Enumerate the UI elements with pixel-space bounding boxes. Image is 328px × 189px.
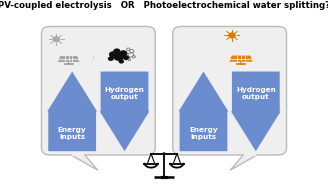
Polygon shape bbox=[179, 71, 228, 151]
Circle shape bbox=[163, 153, 165, 154]
Circle shape bbox=[123, 55, 130, 60]
Polygon shape bbox=[244, 154, 256, 156]
Text: Hydrogen
output: Hydrogen output bbox=[236, 87, 276, 100]
Polygon shape bbox=[92, 55, 96, 60]
Text: PV-coupled electrolysis   OR   Photoelectrochemical water splitting?: PV-coupled electrolysis OR Photoelectroc… bbox=[0, 1, 328, 10]
Text: Energy
inputs: Energy inputs bbox=[189, 126, 218, 140]
Circle shape bbox=[113, 48, 120, 54]
Circle shape bbox=[113, 53, 124, 61]
FancyBboxPatch shape bbox=[41, 26, 155, 155]
Polygon shape bbox=[100, 71, 149, 151]
Polygon shape bbox=[231, 71, 281, 151]
Text: Hydrogen
output: Hydrogen output bbox=[105, 87, 144, 100]
Polygon shape bbox=[47, 71, 97, 151]
FancyBboxPatch shape bbox=[173, 26, 287, 155]
Circle shape bbox=[119, 50, 128, 57]
Polygon shape bbox=[230, 155, 257, 170]
Circle shape bbox=[119, 59, 124, 64]
Polygon shape bbox=[71, 155, 98, 170]
Text: Energy
inputs: Energy inputs bbox=[58, 126, 87, 140]
Circle shape bbox=[229, 33, 235, 38]
Polygon shape bbox=[72, 154, 84, 156]
Circle shape bbox=[109, 51, 118, 58]
Circle shape bbox=[53, 37, 59, 42]
Polygon shape bbox=[57, 56, 80, 62]
Polygon shape bbox=[229, 55, 253, 62]
Circle shape bbox=[108, 56, 114, 61]
